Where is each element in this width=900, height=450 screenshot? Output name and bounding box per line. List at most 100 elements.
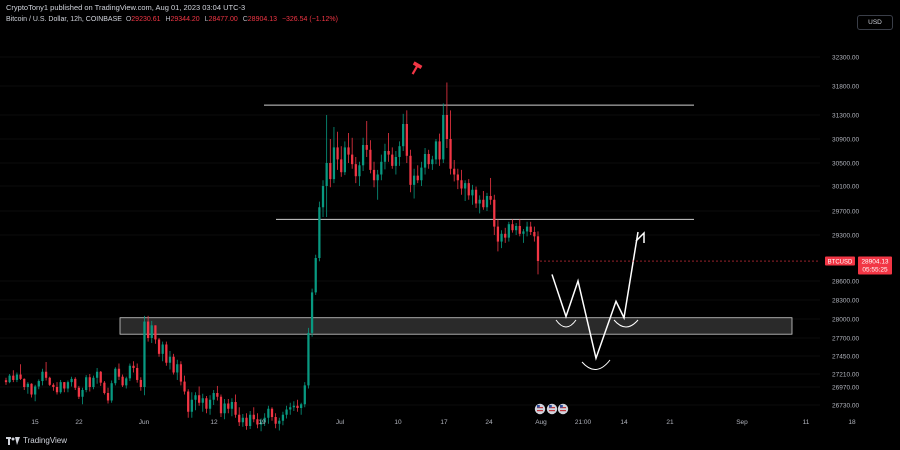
candle-body	[77, 387, 81, 397]
time-tick-label: 21:00	[575, 419, 592, 426]
candle-body	[114, 368, 117, 384]
candle	[70, 376, 73, 387]
price-tick-label: 26730.00	[832, 403, 859, 410]
candle-body	[336, 147, 339, 160]
bottom-arc	[581, 359, 611, 370]
candle	[533, 226, 536, 242]
candle-body	[340, 159, 343, 173]
candle-body	[146, 321, 150, 338]
candle-body	[212, 393, 215, 400]
candle-body	[496, 226, 500, 242]
change-value: −326.54 (−1.12%)	[281, 16, 338, 23]
candle	[307, 327, 310, 389]
candle-body	[230, 402, 234, 409]
candle-body	[12, 375, 15, 380]
chart-grid	[0, 56, 820, 406]
candle	[329, 139, 332, 188]
candle	[507, 221, 510, 242]
candle	[482, 191, 485, 210]
candle-body	[150, 325, 153, 338]
candle-body	[26, 383, 29, 387]
flag-stripe	[537, 407, 543, 409]
candle-body	[70, 378, 73, 383]
price-tick-label: 28300.00	[832, 298, 859, 305]
projection-arrowhead	[635, 231, 645, 243]
candle-body	[533, 232, 536, 237]
candle-body	[307, 332, 310, 386]
candle	[361, 137, 365, 172]
price-tick-label: 27700.00	[832, 336, 859, 343]
candle-body	[172, 356, 175, 373]
candle-body	[44, 371, 48, 378]
candle	[478, 195, 481, 214]
candle-body	[365, 145, 368, 150]
candle	[369, 140, 372, 174]
candle	[150, 320, 153, 344]
candle-body	[449, 139, 452, 169]
drawing-zones	[119, 104, 793, 335]
candle-body	[438, 141, 441, 160]
candle-body	[30, 383, 33, 395]
candle	[310, 288, 314, 337]
candle-body	[329, 163, 332, 180]
candle	[128, 363, 132, 382]
candle	[114, 367, 117, 386]
candle	[136, 363, 139, 383]
candle	[296, 399, 299, 412]
candle	[208, 395, 212, 415]
candle	[281, 411, 285, 426]
candle-body	[300, 404, 303, 408]
candle-body	[445, 115, 449, 139]
candle-body	[431, 159, 434, 165]
candle	[394, 151, 398, 175]
us-flag-icon	[546, 403, 558, 415]
candle-body	[48, 377, 51, 385]
candle	[358, 161, 361, 186]
candle	[4, 377, 8, 385]
candle-body	[453, 168, 456, 175]
candle	[81, 387, 84, 405]
candle-body	[241, 417, 244, 423]
low-value: 28477.00	[208, 16, 238, 23]
candle	[525, 221, 529, 237]
currency-button[interactable]: USD	[857, 15, 893, 30]
candle-body	[529, 226, 532, 232]
candle-body	[4, 380, 8, 383]
tradingview-footer[interactable]: TradingView	[6, 436, 67, 445]
candle	[300, 402, 303, 415]
open-value: 29230.61	[131, 16, 161, 23]
candle	[37, 379, 40, 390]
candle	[467, 179, 470, 200]
candle-body	[456, 174, 459, 181]
price-tick-label: 30900.00	[832, 137, 859, 144]
candle-body	[252, 414, 255, 420]
candle	[34, 384, 37, 402]
candle	[383, 143, 387, 170]
candle-body	[117, 368, 121, 377]
candle	[460, 169, 463, 195]
price-tick-label: 32300.00	[832, 55, 859, 62]
candle-body	[179, 364, 183, 382]
candle-body	[85, 377, 88, 390]
candle	[227, 399, 230, 414]
candle-body	[66, 382, 70, 389]
candle	[63, 382, 66, 393]
flag-disc	[557, 403, 569, 415]
candle-body	[154, 325, 157, 340]
candle	[515, 223, 518, 235]
candle-body	[434, 141, 438, 160]
candle-body	[8, 375, 11, 383]
candle-body	[55, 387, 59, 393]
candle-body	[332, 147, 336, 180]
candle-body	[372, 169, 376, 181]
candle-body	[314, 258, 317, 293]
candle-body	[493, 199, 496, 227]
candle-body	[296, 405, 299, 408]
candle-body	[463, 183, 467, 189]
support-zone-rect	[119, 317, 793, 335]
candle-body	[249, 414, 252, 426]
candle-body	[460, 180, 463, 189]
candle-body	[19, 374, 22, 379]
candle	[434, 139, 438, 165]
